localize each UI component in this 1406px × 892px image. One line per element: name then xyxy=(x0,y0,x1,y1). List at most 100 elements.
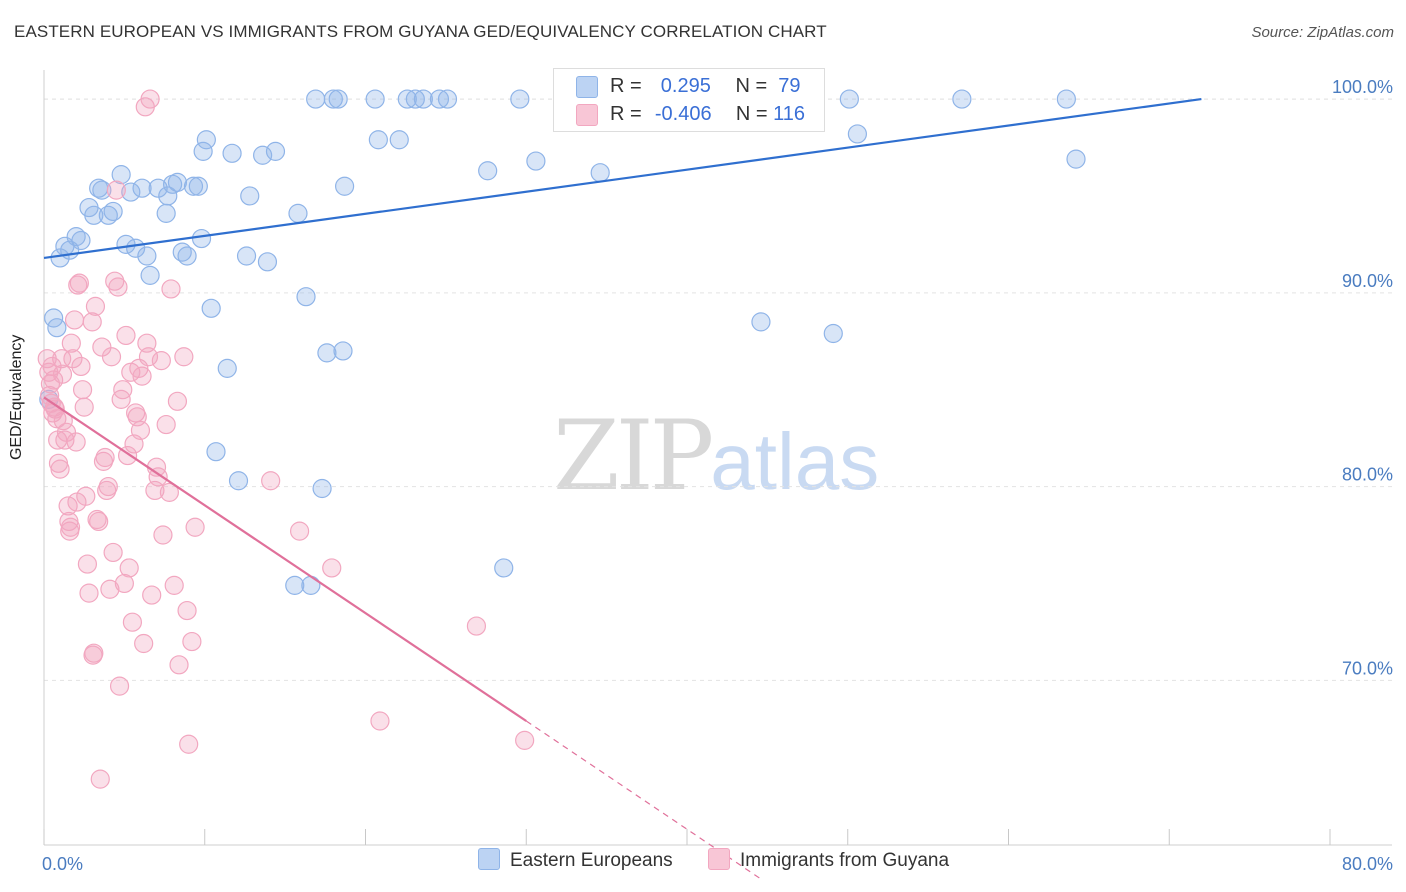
point-immigrants-guyana xyxy=(106,180,126,200)
point-eastern-europeans xyxy=(201,298,221,318)
point-immigrants-guyana xyxy=(77,554,98,574)
point-immigrants-guyana xyxy=(289,521,310,541)
point-eastern-europeans xyxy=(217,358,237,378)
point-immigrants-guyana xyxy=(142,585,162,605)
point-immigrants-guyana xyxy=(79,583,99,603)
point-immigrants-guyana xyxy=(164,575,184,595)
point-immigrants-guyana xyxy=(153,525,173,545)
correlation-legend: R = 0.295 N = 79 R = -0.406 N = 116 xyxy=(553,68,825,132)
series-legend-label: Eastern Europeans xyxy=(510,850,673,872)
point-immigrants-guyana xyxy=(140,89,160,109)
point-eastern-europeans xyxy=(296,287,316,307)
point-immigrants-guyana xyxy=(116,325,136,346)
point-eastern-europeans xyxy=(177,246,197,266)
point-eastern-europeans xyxy=(1066,149,1086,169)
series-swatch-blue xyxy=(478,848,500,870)
point-immigrants-guyana xyxy=(167,391,188,411)
point-eastern-europeans xyxy=(148,178,168,198)
point-eastern-europeans xyxy=(285,575,305,595)
point-eastern-europeans xyxy=(590,163,610,183)
point-immigrants-guyana xyxy=(64,310,85,330)
series-legend-label: Immigrants from Guyana xyxy=(740,850,950,872)
tick-labels: 70.0% 80.0% 90.0% 100.0% 0.0% 80.0% xyxy=(42,77,1393,874)
point-immigrants-guyana xyxy=(98,476,118,497)
point-immigrants-guyana xyxy=(122,612,143,632)
point-immigrants-guyana xyxy=(90,769,110,789)
point-immigrants-guyana xyxy=(322,558,342,578)
legend-row-eastern-europeans: R = 0.295 N = 79 xyxy=(576,75,801,99)
point-eastern-europeans xyxy=(288,203,308,223)
point-immigrants-guyana xyxy=(84,643,104,663)
point-immigrants-guyana xyxy=(169,655,189,675)
point-eastern-europeans xyxy=(526,151,546,171)
point-eastern-europeans xyxy=(397,89,417,109)
point-eastern-europeans xyxy=(405,89,425,109)
trend-line-immigrants-guyana xyxy=(43,396,527,722)
point-eastern-europeans xyxy=(437,89,458,109)
legend-n-label: N = xyxy=(735,103,768,125)
point-immigrants-guyana xyxy=(134,633,154,654)
point-eastern-europeans xyxy=(301,575,321,595)
x-tick-label: 0.0% xyxy=(42,854,83,874)
point-eastern-europeans xyxy=(847,124,867,144)
point-eastern-europeans xyxy=(328,89,348,109)
point-immigrants-guyana xyxy=(56,422,77,442)
point-immigrants-guyana xyxy=(161,279,181,299)
y-tick-label: 70.0% xyxy=(1342,658,1393,678)
point-eastern-europeans xyxy=(823,323,843,344)
point-immigrants-guyana xyxy=(151,351,171,371)
point-eastern-europeans xyxy=(132,178,152,198)
point-immigrants-guyana xyxy=(105,271,125,291)
point-eastern-europeans xyxy=(84,205,104,225)
point-eastern-europeans xyxy=(333,341,353,361)
point-immigrants-guyana xyxy=(60,517,81,537)
point-immigrants-guyana xyxy=(63,349,83,369)
point-immigrants-guyana xyxy=(100,579,120,599)
point-eastern-europeans xyxy=(103,201,123,222)
point-eastern-europeans xyxy=(188,176,208,196)
point-eastern-europeans xyxy=(156,203,176,223)
point-eastern-europeans xyxy=(111,165,131,185)
point-eastern-europeans xyxy=(137,246,157,266)
axes xyxy=(43,70,1392,846)
point-eastern-europeans xyxy=(158,186,178,206)
point-eastern-europeans xyxy=(952,89,972,109)
point-immigrants-guyana xyxy=(103,542,123,563)
x-tick-label: 80.0% xyxy=(1342,854,1393,874)
point-eastern-europeans xyxy=(365,89,385,109)
point-immigrants-guyana xyxy=(185,517,205,537)
series-legend-item-eastern-europeans: Eastern Europeans xyxy=(478,848,673,872)
point-immigrants-guyana xyxy=(370,711,390,731)
point-immigrants-guyana xyxy=(95,447,115,468)
point-immigrants-guyana xyxy=(174,347,194,367)
point-immigrants-guyana xyxy=(177,600,197,621)
point-eastern-europeans xyxy=(206,442,226,462)
point-eastern-europeans xyxy=(140,265,160,285)
point-immigrants-guyana xyxy=(113,380,133,400)
point-immigrants-guyana xyxy=(92,337,112,357)
point-eastern-europeans xyxy=(1056,89,1076,109)
point-eastern-europeans xyxy=(323,89,343,109)
point-immigrants-guyana xyxy=(179,734,199,754)
point-eastern-europeans xyxy=(368,130,388,150)
point-immigrants-guyana xyxy=(52,364,73,384)
legend-n-value: 116 xyxy=(773,103,806,125)
point-eastern-europeans xyxy=(253,145,273,165)
legend-r-value: 0.295 xyxy=(660,75,711,97)
point-immigrants-guyana xyxy=(466,616,487,636)
point-eastern-europeans xyxy=(478,161,498,181)
legend-n-value: 79 xyxy=(778,75,801,97)
point-eastern-europeans xyxy=(47,318,67,338)
trend-line-eastern-europeans xyxy=(43,97,1202,260)
grid-lines xyxy=(44,98,1392,681)
point-eastern-europeans xyxy=(494,558,514,578)
point-eastern-europeans xyxy=(167,172,188,192)
point-eastern-europeans xyxy=(222,143,242,163)
data-points xyxy=(37,89,1086,789)
point-immigrants-guyana xyxy=(515,730,535,750)
point-eastern-europeans xyxy=(257,252,278,272)
point-eastern-europeans xyxy=(196,130,216,150)
y-tick-label: 100.0% xyxy=(1332,77,1393,97)
point-eastern-europeans xyxy=(317,343,337,363)
legend-n-label: N = xyxy=(735,75,768,97)
